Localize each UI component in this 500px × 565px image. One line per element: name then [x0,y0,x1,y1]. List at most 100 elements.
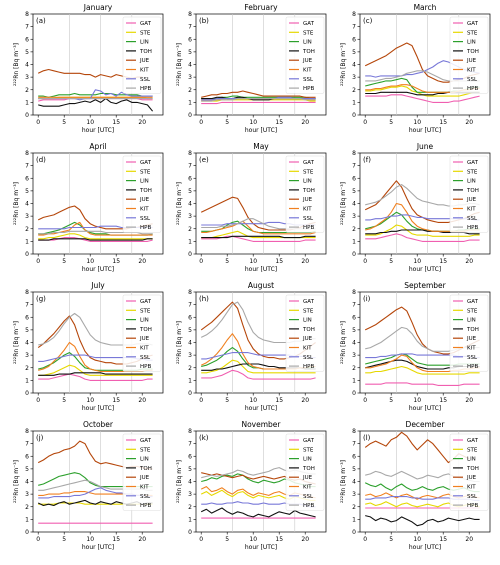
legend-label-kit: KIT [140,68,149,74]
y-axis-label: ²²²Rn [Bq m⁻³] [340,460,347,503]
x-tick-label: 10 [86,258,94,265]
y-tick-label: 1 [25,516,29,523]
y-tick-label: 6 [352,36,356,43]
x-tick-label: 20 [138,536,146,543]
legend-box [122,294,162,372]
x-tick-label: 10 [413,119,421,126]
y-tick-label: 8 [352,150,356,157]
legend-label-jue: JUE [302,336,313,342]
series-line-kit [201,220,316,235]
legend-label-jue: JUE [466,336,477,342]
legend-box [449,294,489,372]
y-tick-label: 5 [188,188,192,195]
y-axis-label: ²²²Rn [Bq m⁻³] [13,43,20,86]
legend-label-toh: TOH [139,466,152,472]
x-tick-label: 20 [301,119,309,126]
x-tick-label: 10 [413,397,421,404]
y-tick-label: 6 [352,175,356,182]
legend-label-toh: TOH [139,188,152,194]
panel-10: October (j) 0 5 10 15 20 0 1 2 3 4 5 6 7 8 hour [UTC] ²²²… [13,420,164,551]
legend-label-gat: GAT [140,160,152,166]
y-tick-label: 6 [352,453,356,460]
legend-label-hpb: HPB [467,225,478,231]
x-tick-label: 10 [413,258,421,265]
panel-8: August (h) 0 5 10 15 20 0 1 2 3 4 5 6 7 8 hour [UTC] ²²²R… [176,281,327,412]
y-tick-label: 6 [188,175,192,182]
legend-label-toh: TOH [466,466,479,472]
legend-label-ssl: SSL [467,355,478,361]
legend-label-gat: GAT [303,160,315,166]
y-tick-label: 1 [352,99,356,106]
y-tick-label: 8 [188,150,192,157]
legend-label-lin: LIN [140,318,149,324]
y-tick-label: 4 [188,62,192,69]
legend-label-lin: LIN [303,318,312,324]
legend-label-toh: TOH [302,466,315,472]
series-line-ste [38,364,153,376]
legend-label-gat: GAT [303,21,315,27]
legend-label-hpb: HPB [140,86,151,92]
y-tick-label: 8 [25,289,29,296]
panel-title: January [83,3,113,12]
y-tick-label: 6 [25,175,29,182]
legend-label-hpb: HPB [467,503,478,509]
y-tick-label: 8 [352,289,356,296]
y-tick-label: 2 [188,226,192,233]
panel-label: (c) [363,17,373,25]
legend-label-toh: TOH [139,327,152,333]
legend-box [285,155,325,233]
y-tick-label: 0 [352,251,356,258]
series-line-ste [38,233,153,240]
y-tick-label: 5 [25,327,29,334]
x-tick-label: 0 [363,397,367,404]
y-tick-label: 2 [25,365,29,372]
y-tick-label: 2 [25,226,29,233]
panel-label: (l) [363,434,371,442]
y-tick-label: 4 [352,479,356,486]
legend-label-jue: JUE [139,475,150,481]
x-tick-label: 20 [465,397,473,404]
panel-title: December [406,420,446,429]
legend-label-ssl: SSL [467,77,478,83]
y-tick-label: 1 [188,99,192,106]
legend-label-ssl: SSL [140,77,151,83]
panel-label: (d) [36,156,46,164]
panel-11: November (k) 0 5 10 15 20 0 1 2 3 4 5 6 7 8 hour [UTC] ²²… [176,420,327,551]
x-tick-label: 15 [112,119,120,126]
y-tick-label: 1 [188,377,192,384]
panel-2: February (b) 0 5 10 15 20 0 1 2 3 4 5 6 7 8 hour [UTC] ²²… [176,3,327,134]
y-tick-label: 2 [352,504,356,511]
legend-box [122,16,162,94]
y-tick-label: 1 [188,238,192,245]
y-tick-label: 0 [352,529,356,536]
x-tick-label: 0 [199,397,203,404]
y-tick-label: 0 [188,390,192,397]
legend-label-lin: LIN [140,457,149,463]
y-tick-label: 0 [352,390,356,397]
y-tick-label: 0 [352,112,356,119]
legend-label-lin: LIN [467,457,476,463]
x-axis-label: hour [UTC] [409,266,441,273]
panel-title: November [241,420,281,429]
legend-label-lin: LIN [303,179,312,185]
y-tick-label: 3 [188,491,192,498]
y-tick-label: 3 [352,74,356,81]
legend-label-toh: TOH [302,327,315,333]
legend-label-hpb: HPB [140,225,151,231]
legend-box [122,155,162,233]
panel-3: March (c) 0 5 10 15 20 0 1 2 3 4 5 6 7 8 hour [UTC] ²²²Rn… [340,3,491,134]
x-tick-label: 20 [301,258,309,265]
x-tick-label: 5 [225,258,229,265]
y-tick-label: 4 [188,479,192,486]
x-tick-label: 15 [439,258,447,265]
y-axis-label: ²²²Rn [Bq m⁻³] [176,182,183,225]
x-tick-label: 0 [363,258,367,265]
legend-label-kit: KIT [140,485,149,491]
y-tick-label: 0 [25,529,29,536]
y-tick-label: 1 [188,516,192,523]
y-axis-label: ²²²Rn [Bq m⁻³] [13,460,20,503]
y-tick-label: 0 [25,251,29,258]
y-tick-label: 8 [25,428,29,435]
legend-label-kit: KIT [303,207,312,213]
y-tick-label: 6 [25,314,29,321]
